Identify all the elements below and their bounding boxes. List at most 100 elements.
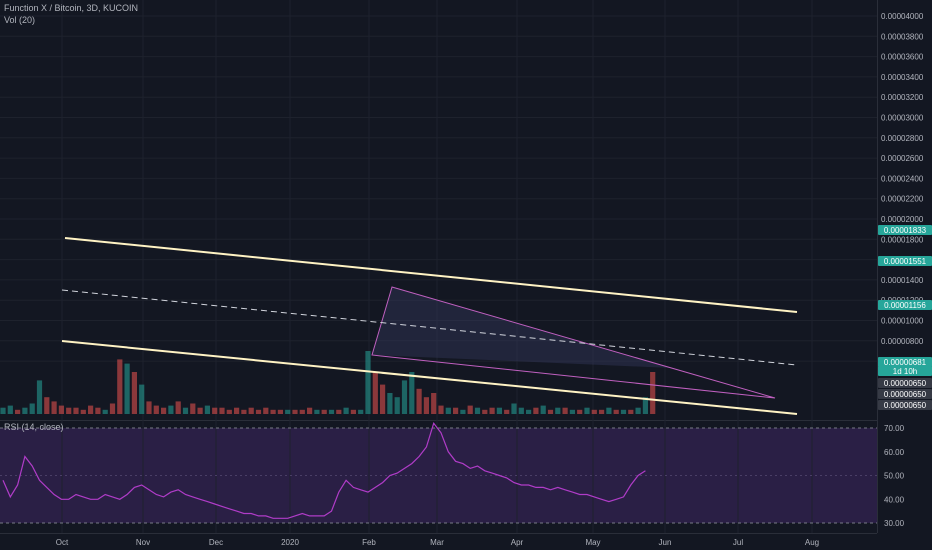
volume-bar [467, 405, 473, 414]
price-tag-bg [878, 225, 932, 235]
time-tick-label: Mar [430, 538, 444, 547]
price-tag-label: 0.00001833 [884, 226, 927, 235]
volume-bar [409, 372, 415, 414]
volume-bar [73, 407, 79, 414]
price-axis[interactable] [877, 0, 932, 550]
time-axis[interactable] [0, 533, 877, 550]
volume-bar [533, 407, 539, 414]
volume-bar [394, 397, 400, 414]
volume-bar [117, 359, 123, 414]
volume-bar [58, 405, 64, 414]
volume-bar [88, 405, 94, 414]
volume-bar [102, 409, 108, 414]
time-tick-label: May [585, 538, 600, 547]
volume-bar [109, 403, 116, 414]
volume-bar [197, 407, 203, 414]
price-tag-label: 0.00000681 [884, 358, 927, 367]
volume-bar [44, 397, 50, 414]
time-tick-label: Jun [659, 538, 672, 547]
volume-bar [51, 401, 57, 414]
price-tick-label: 0.00003600 [881, 53, 924, 62]
price-tag-label: 0.00000650 [884, 379, 927, 388]
volume-bar [606, 407, 612, 414]
rsi-tick-label: 30.00 [884, 519, 905, 528]
volume-bar [22, 407, 28, 414]
symbol-legend[interactable]: Function X / Bitcoin, 3D, KUCOIN [4, 3, 139, 13]
volume-bar [540, 405, 546, 414]
volume-bar [204, 405, 210, 414]
volume-bar [555, 407, 561, 414]
volume-bar [161, 407, 167, 414]
volume-bar [299, 409, 305, 414]
volume-bar [387, 393, 393, 414]
volume-bar [226, 409, 232, 414]
price-tag-bg [878, 256, 932, 266]
time-tick-labels: Oct Nov Dec 2020 Feb Mar Apr May Jun Jul Aug [56, 538, 819, 547]
volume-bar [219, 407, 225, 414]
rsi-tick-label: 40.00 [884, 495, 905, 504]
price-tick-labels: 0.00004000 0.00003800 0.00003600 0.00003400… [881, 12, 924, 366]
volume-bar [124, 363, 130, 414]
time-tick-label: Nov [136, 538, 150, 547]
volume-bar [365, 351, 371, 414]
volume-bar [372, 372, 378, 414]
wedge-fill [372, 287, 672, 368]
price-tick-label: 0.00003800 [881, 32, 924, 41]
volume-bar [416, 388, 422, 414]
volume-bar [445, 407, 451, 414]
volume-bar [350, 409, 356, 414]
volume-bar [190, 403, 196, 414]
rsi-tick-label: 50.00 [884, 472, 905, 481]
price-tag-label: 0.00001551 [884, 257, 927, 266]
volume-bar [292, 409, 298, 414]
price-tag-bg [878, 400, 932, 410]
price-tag-labels: 0.00001833 0.00001551 0.00001156 0.00000681… [878, 225, 932, 410]
volume-bar [7, 405, 13, 414]
time-tick-label: Feb [362, 538, 376, 547]
price-tick-label: 0.00000800 [881, 337, 924, 346]
volume-bar [285, 409, 291, 414]
volume-legend[interactable]: Vol (20) [4, 15, 36, 25]
price-tick-label: 0.00002000 [881, 215, 924, 224]
volume-bar [460, 409, 466, 414]
price-tick-label: 0.00001400 [881, 276, 924, 285]
volume-bar [95, 407, 101, 414]
time-tick-label: 2020 [281, 538, 299, 547]
rsi-legend[interactable]: RSI (14, close) [4, 422, 64, 432]
price-tag-bg [878, 366, 932, 376]
volume-bar [613, 409, 619, 414]
volume-bar [139, 384, 145, 414]
volume-bar [504, 409, 510, 414]
volume-bar [182, 407, 189, 414]
volume-bar [328, 409, 335, 414]
volume-bar [518, 407, 524, 414]
volume-bar [307, 407, 313, 414]
volume-bar [255, 409, 262, 414]
volume-bar [650, 372, 656, 414]
rsi-tick-label: 70.00 [884, 424, 905, 433]
price-tag-label: 1d 10h [893, 367, 917, 376]
volume-bar [482, 409, 488, 414]
volume-bar [511, 403, 517, 414]
volume-bar [80, 409, 86, 414]
price-tick-label: 0.00003000 [881, 114, 924, 123]
volume-bar [547, 409, 554, 414]
volume-bar [29, 403, 35, 414]
volume-bar [620, 409, 627, 414]
volume-bar [431, 393, 437, 414]
volume-bar [423, 397, 429, 414]
volume-bar [584, 407, 590, 414]
time-tick-label: Aug [805, 538, 819, 547]
volume-bar [234, 407, 240, 414]
mid-trendline [61, 289, 798, 366]
volume-bar [15, 409, 21, 414]
volume-bar [474, 407, 481, 414]
volume-bar [635, 407, 641, 414]
price-tag-bg [878, 357, 932, 367]
volume-bar [642, 397, 648, 414]
volume-bar [453, 407, 459, 414]
price-tick-label: 0.00001800 [881, 235, 924, 244]
volume-bar [131, 372, 137, 414]
drawings [61, 237, 798, 415]
